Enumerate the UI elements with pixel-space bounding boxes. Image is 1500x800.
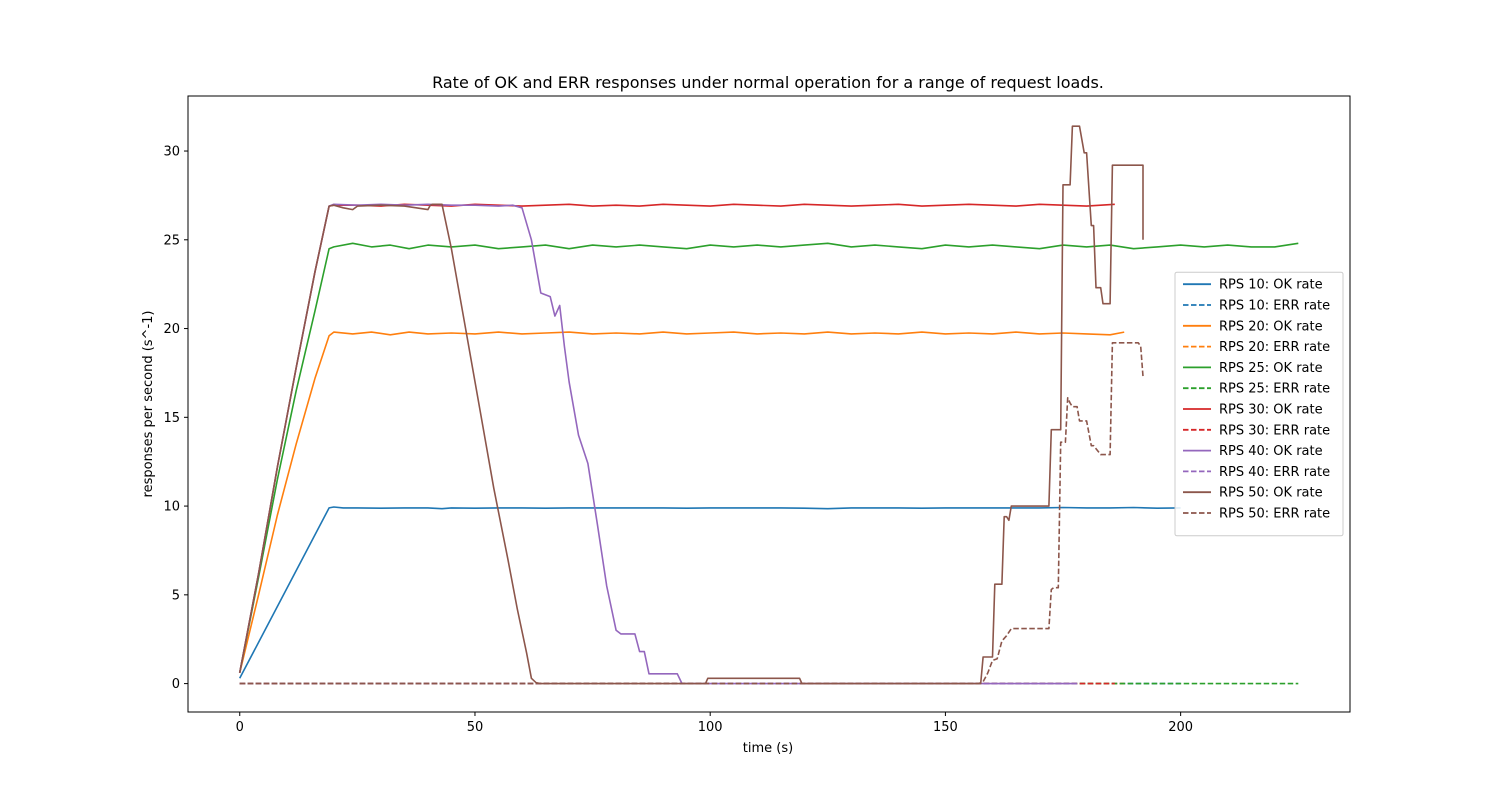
series-layer bbox=[238, 125, 1299, 685]
legend-entry-1: RPS 10: ERR rate bbox=[1219, 299, 1330, 314]
chart-title: Rate of OK and ERR responses under norma… bbox=[432, 73, 1104, 92]
series-line-10 bbox=[238, 125, 1144, 685]
x-tick-label-2: 100 bbox=[698, 720, 723, 735]
legend-entry-6: RPS 30: OK rate bbox=[1219, 403, 1323, 418]
y-tick-label-6: 30 bbox=[163, 145, 180, 160]
x-tick-label-0: 0 bbox=[236, 720, 244, 735]
series-line-0 bbox=[238, 506, 1181, 679]
series-line-2 bbox=[238, 331, 1125, 674]
y-axis-label: responses per second (s^-1) bbox=[141, 311, 156, 498]
x-axis: 0 50 100 150 200 bbox=[236, 712, 1193, 735]
x-tick-label-1: 50 bbox=[467, 720, 484, 735]
y-tick-label-3: 15 bbox=[163, 411, 180, 426]
legend: RPS 10: OK rate RPS 10: ERR rate RPS 20: O… bbox=[1174, 271, 1344, 537]
y-tick-label-2: 10 bbox=[163, 500, 180, 515]
series-line-8 bbox=[238, 203, 1078, 685]
y-tick-label-0: 0 bbox=[172, 677, 180, 692]
series-line-4 bbox=[238, 242, 1299, 674]
legend-entry-0: RPS 10: OK rate bbox=[1219, 278, 1323, 293]
x-tick-label-3: 150 bbox=[933, 720, 958, 735]
y-tick-label-1: 5 bbox=[172, 588, 180, 603]
x-axis-label: time (s) bbox=[743, 741, 793, 756]
legend-entry-4: RPS 25: OK rate bbox=[1219, 361, 1323, 376]
plot-frame bbox=[187, 95, 1351, 713]
y-axis: 0 5 10 15 20 25 30 bbox=[163, 145, 188, 692]
legend-entry-2: RPS 20: OK rate bbox=[1219, 319, 1323, 334]
legend-entry-10: RPS 50: OK rate bbox=[1219, 486, 1323, 501]
x-tick-label-4: 200 bbox=[1168, 720, 1193, 735]
legend-entry-9: RPS 40: ERR rate bbox=[1219, 465, 1330, 480]
legend-entry-5: RPS 25: ERR rate bbox=[1219, 382, 1330, 397]
y-tick-label-4: 20 bbox=[163, 322, 180, 337]
legend-box bbox=[1174, 271, 1344, 537]
y-tick-label-5: 25 bbox=[163, 233, 180, 248]
legend-entry-3: RPS 20: ERR rate bbox=[1219, 340, 1330, 355]
legend-entry-11: RPS 50: ERR rate bbox=[1219, 507, 1330, 522]
series-line-11 bbox=[239, 341, 1144, 685]
legend-entry-8: RPS 40: OK rate bbox=[1219, 444, 1323, 459]
legend-entry-7: RPS 30: ERR rate bbox=[1219, 423, 1330, 438]
